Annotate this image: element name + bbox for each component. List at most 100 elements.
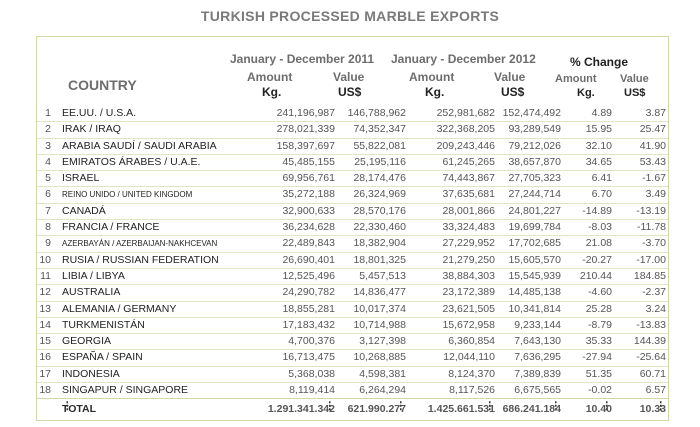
ellipsis-pct-amount: ⋮ [601, 400, 613, 413]
amount-2011-cell: 12,525,496 [282, 269, 335, 282]
pct-value-cell: 3.49 [645, 188, 666, 201]
amount-2011-cell: 5,368,038 [288, 367, 335, 380]
value-2012-cell: 27,705,323 [508, 172, 561, 185]
value-2012-cell: 7,636,295 [514, 351, 561, 364]
ellipsis-value-2011: ⋮ [395, 400, 407, 413]
amount-2012-cell: 8,117,526 [449, 384, 495, 397]
amount-2011-cell: 36,234,628 [282, 221, 335, 234]
page-title: TURKISH PROCESSED MARBLE EXPORTS [200, 8, 500, 24]
table-row: 1 EE.UU. / U.S.A. 241,196,987 146,788,962 25… [37, 106, 668, 123]
value-2012-cell: 6,675,565 [514, 384, 561, 397]
amount-2012-cell: 322,368,205 [436, 123, 495, 136]
amount-2012-cell: 6,360,854 [448, 335, 495, 348]
amount-2011-cell: 241,196,987 [276, 107, 335, 119]
pct-value-cell: 60.71 [639, 367, 666, 380]
table-row: 17 INDONESIA 5,368,038 4,598,381 8,124,370 7,… [37, 367, 668, 384]
pct-value-cell: 25.47 [639, 123, 666, 136]
pct-amount-cell: 34.65 [585, 155, 612, 168]
pct-value-cell: 184.85 [633, 269, 666, 282]
country-name: SINGAPUR / SINGAPORE [62, 384, 189, 397]
value-2011-cell: 146,788,962 [347, 107, 406, 119]
value-2012-cell: 15,545,939 [508, 269, 561, 282]
pct-amount-cell: -8.03 [588, 221, 612, 234]
amount-2011-cell: 4,700,376 [288, 335, 335, 348]
value-2012-cell: 19,699,784 [508, 221, 561, 234]
total-row: TOTAL 1.291.341.342 621.990.277 1.425.66… [37, 398, 668, 419]
table-row: 14 TURKMENISTÁN 17,183,432 10,714,988 15,672… [37, 318, 668, 335]
amount-2012-cell: 37,635,681 [442, 188, 495, 201]
country-name: AUSTRALIA [62, 286, 121, 299]
country-name: GEORGIA [62, 335, 112, 348]
row-number: 12 [39, 286, 51, 299]
amount-2011-cell: 32,900,633 [282, 204, 335, 217]
row-number: 11 [40, 269, 51, 282]
ellipsis-amount-2011: ⋮ [324, 400, 336, 413]
value-2011-cell: 10,714,988 [353, 318, 406, 331]
amount-pct-header: Amount [555, 73, 597, 85]
pct-amount-cell: 21.08 [585, 237, 612, 250]
value-2011-cell: 5,457,513 [359, 269, 406, 282]
ellipsis-row: ⋮ ⋮ ⋮ ⋮ ⋮ ⋮ ⋮ [37, 399, 668, 414]
pct-amount-cell: 51.35 [585, 367, 612, 380]
pct-amount-cell: -20.27 [582, 253, 612, 266]
kg-2012-header: Kg. [425, 85, 445, 99]
table-row: 2 IRAK / IRAQ 278,021,339 74,352,347 322,368… [37, 122, 668, 139]
total-amount-2011: 1.291.341.342 [267, 403, 335, 415]
table-row: 8 FRANCIA / FRANCE 36,234,628 22,330,460 33,… [37, 220, 668, 237]
amount-2012-cell: 8,124,370 [448, 367, 495, 380]
row-number: 5 [45, 172, 51, 185]
amount-2011-cell: 69,956,761 [282, 172, 335, 185]
row-number: 17 [39, 367, 51, 380]
amount-2011-cell: 24,290,782 [282, 286, 335, 299]
pct-value-cell: -13.83 [636, 318, 666, 331]
total-amount-2012: 1.425.661.531 [427, 403, 495, 415]
amount-2011-cell: 35,272,188 [282, 188, 335, 201]
value-2011-cell: 74,352,347 [353, 123, 406, 136]
table-row: 13 ALEMANIA / GERMANY 18,855,281 10,017,374… [37, 302, 668, 318]
country-name: REINO UNIDO / UNITED KINGDOM [62, 190, 193, 200]
value-2011-cell: 28,570,176 [353, 204, 406, 217]
pct-amount-cell: 6.70 [591, 188, 612, 201]
amount-2011-cell: 8,119,414 [289, 384, 335, 397]
row-number: 8 [45, 221, 51, 234]
value-2012-cell: 7,643,130 [514, 335, 561, 348]
amount-2012-cell: 12,044,110 [443, 351, 495, 364]
pct-amount-cell: -0.02 [588, 384, 612, 397]
pct-value-cell: 3.87 [645, 107, 666, 119]
row-number: 10 [39, 253, 51, 266]
ellipsis-pct-value: ⋮ [655, 400, 667, 413]
amount-2012-cell: 23,172,389 [442, 286, 495, 299]
country-name: LIBIA / LIBYA [62, 269, 125, 282]
table-row: 18 SINGAPUR / SINGAPORE 8,119,414 6,264,294… [37, 383, 668, 400]
pct-value-cell: -1.67 [642, 172, 666, 185]
table-row: 15 GEORGIA 4,700,376 3,127,398 6,360,854 7,64… [37, 334, 668, 351]
total-label: TOTAL [62, 403, 97, 415]
amount-2011-cell: 22,489,843 [282, 237, 335, 250]
pct-amount-cell: 35.33 [585, 335, 612, 348]
amount-2011-cell: 158,397,697 [276, 139, 335, 152]
ellipsis-country: ⋮ [62, 400, 73, 413]
pct-amount-cell: 6.41 [591, 172, 612, 185]
value-2012-cell: 10,341,814 [508, 302, 561, 315]
usd-2011-header: US$ [338, 85, 362, 99]
value-2011-header: Value [333, 70, 365, 84]
period-2011-header: January - December 2011 [230, 52, 375, 66]
pct-amount-cell: 4.89 [591, 107, 612, 119]
pct-amount-cell: -14.89 [582, 204, 612, 217]
amount-2011-cell: 45,485,155 [282, 155, 335, 168]
value-2012-header: Value [494, 70, 526, 84]
pct-amount-cell: -8.79 [588, 318, 612, 331]
ellipsis-value-2012: ⋮ [550, 400, 562, 413]
amount-2011-cell: 26,690,401 [282, 253, 335, 266]
ellipsis-amount-2012: ⋮ [484, 400, 496, 413]
country-name: INDONESIA [62, 367, 120, 380]
value-2012-cell: 79,212,026 [508, 139, 561, 152]
amount-2011-cell: 18,855,281 [282, 302, 335, 315]
value-2012-cell: 7,389,839 [514, 367, 561, 380]
row-number: 3 [45, 139, 51, 152]
value-2012-cell: 152,474,492 [502, 107, 561, 119]
value-2011-cell: 10,268,885 [353, 351, 406, 364]
amount-2012-cell: 27,229,952 [442, 237, 495, 250]
data-rows: 1 EE.UU. / U.S.A. 241,196,987 146,788,962 25… [37, 106, 668, 415]
kg-2011-header: Kg. [262, 85, 282, 99]
